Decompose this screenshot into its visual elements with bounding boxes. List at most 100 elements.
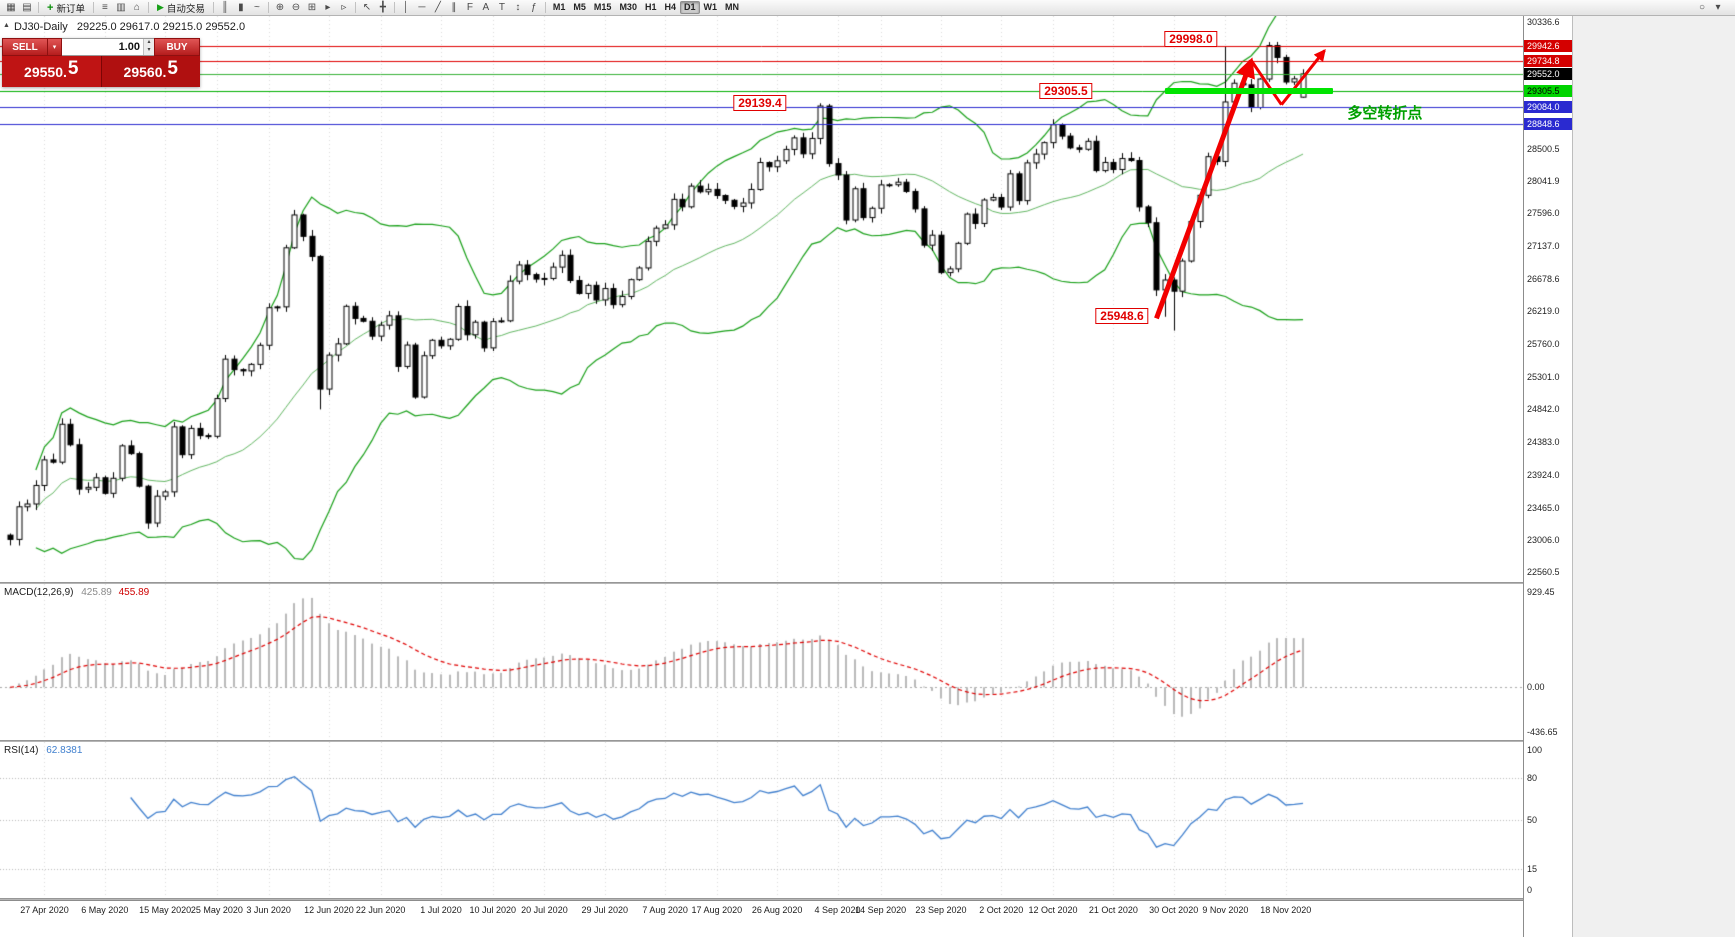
panel-splitter[interactable] (0, 740, 1523, 742)
price-axis-tick: 25301.0 (1527, 371, 1560, 382)
zoom-out-icon[interactable]: ⊖ (291, 2, 301, 13)
auto-trading-button[interactable]: ▶ 自动交易 (152, 1, 210, 15)
timeframe-group: M1 M5 M15 M30 H1 H4 D1 W1 MN (549, 0, 743, 15)
price-axis-tick: 24842.0 (1527, 404, 1560, 415)
arrows-tool-icon[interactable]: ↕ (515, 2, 521, 13)
sell-button[interactable]: SELL (2, 38, 48, 56)
macd-signal-value: 455.89 (118, 587, 150, 598)
new-order-icon: + (47, 1, 54, 14)
chart-plot-area: 29998.0 29305.5 29139.4 25948.6 多空转折点 ▲ DJ30… (0, 16, 1523, 937)
rsi-panel-canvas[interactable] (0, 742, 1523, 898)
time-axis-label: 12 Oct 2020 (1028, 905, 1078, 915)
timeframe-mn[interactable]: MN (721, 1, 743, 14)
candlestick-chart-icon[interactable]: ▮ (238, 2, 244, 13)
auto-trading-icon: ▶ (156, 2, 164, 12)
cursor-icon[interactable]: ↖ (362, 2, 372, 13)
panel-splitter[interactable] (0, 582, 1523, 584)
vertical-line-icon[interactable]: │ (402, 2, 410, 13)
price-axis-tick: 26219.0 (1527, 306, 1560, 317)
sell-price-pip: 5 (67, 57, 79, 79)
trendline-icon[interactable]: ╱ (434, 2, 441, 13)
auto-scroll-icon[interactable]: ▸ (325, 2, 331, 13)
volume-down-button[interactable]: ▾ (144, 47, 154, 55)
time-axis-label: 17 Aug 2020 (691, 905, 743, 915)
time-axis-label: 22 Jun 2020 (355, 905, 406, 915)
time-axis-label: 14 Sep 2020 (855, 905, 907, 915)
channel-icon[interactable]: ∥ (451, 2, 457, 13)
text-icon[interactable]: A (482, 2, 490, 13)
timeframe-m15[interactable]: M15 (590, 1, 616, 14)
buy-price-pip: 5 (167, 57, 178, 79)
zoom-in-icon[interactable]: ⊕ (275, 2, 285, 13)
time-axis-label: 26 Aug 2020 (751, 905, 803, 915)
one-click-trading-panel: SELL ▾ 1.00 ▴ ▾ BUY 29550. 5 29560. 5 (2, 38, 200, 87)
time-axis-label: 4 Sep 2020 (814, 905, 861, 915)
price-axis-tick: 23465.0 (1527, 502, 1560, 513)
main-chart-canvas[interactable] (0, 16, 1523, 582)
sell-price-display[interactable]: 29550. 5 (2, 56, 102, 87)
price-axis[interactable]: 30336.6 28500.5 28041.9 27596.0 27137.0 26678… (1523, 16, 1572, 937)
line-chart-icon[interactable]: ~ (253, 2, 260, 13)
navigator-icon[interactable]: ⌂ (133, 2, 140, 13)
panel-splitter[interactable] (0, 898, 1523, 900)
timeframe-w1[interactable]: W1 (700, 1, 722, 14)
collapse-panel-icon[interactable]: ▲ (3, 22, 10, 29)
profiles-icon[interactable]: ▤ (22, 2, 32, 13)
time-axis-label: 27 Apr 2020 (20, 905, 69, 915)
time-axis-label: 9 Nov 2020 (1202, 905, 1249, 915)
macd-axis-label: -436.65 (1527, 727, 1558, 737)
toolbar-separator (147, 2, 149, 13)
price-axis-tick: 26678.6 (1527, 273, 1560, 284)
fibonacci-icon[interactable]: F (466, 2, 473, 13)
time-axis-label: 18 Nov 2020 (1260, 905, 1312, 915)
bottom-strip (0, 922, 1523, 937)
time-axis-label: 29 Jul 2020 (581, 905, 629, 915)
timeframe-h1[interactable]: H1 (641, 1, 661, 14)
chart-window-icon[interactable]: ▦ (6, 2, 16, 13)
chart-ohlc-header: ▲ DJ30-Daily 29225.0 29617.0 29215.0 295… (0, 21, 245, 33)
text-label-icon[interactable]: T (498, 2, 505, 13)
buy-price-display[interactable]: 29560. 5 (101, 56, 200, 87)
new-order-button[interactable]: + 新订单 (42, 1, 90, 15)
chart-type-group: ║ ▮ ~ (217, 0, 265, 15)
cursor-group: ↖ ╋ (359, 0, 391, 15)
chart-shift-icon[interactable]: ▹ (341, 2, 347, 13)
time-axis-label: 6 May 2020 (81, 905, 129, 915)
zoom-group: ⊕ ⊖ ⊞ ▸ ▹ (272, 0, 352, 15)
timeframe-m5[interactable]: M5 (569, 1, 590, 14)
volume-input[interactable]: 1.00 ▴ ▾ (62, 38, 154, 56)
volume-up-button[interactable]: ▴ (144, 39, 154, 47)
timeframe-m30[interactable]: M30 (615, 1, 641, 14)
crosshair-icon[interactable]: ╋ (379, 2, 386, 13)
rsi-indicator-header: RSI(14) 62.8381 (4, 745, 82, 756)
rsi-axis-label: 100 (1527, 745, 1543, 755)
macd-panel-canvas[interactable] (0, 584, 1523, 740)
horizontal-line-icon[interactable]: ─ (418, 2, 426, 13)
toolbar-separator (393, 2, 395, 13)
timeframe-h4[interactable]: H4 (660, 1, 680, 14)
empty-right-panel (1572, 16, 1735, 937)
order-type-dropdown[interactable]: ▾ (48, 38, 62, 56)
time-axis[interactable]: 27 Apr 2020 6 May 2020 15 May 2020 25 May 2… (0, 900, 1523, 922)
rsi-axis-label: 80 (1527, 773, 1538, 783)
indicators-icon[interactable]: ƒ (531, 2, 537, 13)
price-level-tag: 29084.0 (1524, 101, 1572, 114)
search-icon[interactable]: ○ (1698, 2, 1706, 13)
timeframe-m1[interactable]: M1 (549, 1, 570, 14)
macd-main-value: 425.89 (81, 587, 112, 598)
panels-icons-group: ≡ ▥ ⌂ (97, 0, 145, 15)
toolbar-separator (267, 2, 269, 13)
time-axis-label: 7 Aug 2020 (642, 905, 688, 915)
data-window-icon[interactable]: ▥ (116, 2, 126, 13)
volume-value[interactable]: 1.00 (118, 41, 140, 53)
window-icons-group: ▦ ▤ (3, 0, 35, 15)
macd-axis-label: 929.45 (1527, 587, 1555, 597)
quick-menu-icon[interactable]: ▾ (1715, 2, 1721, 13)
bar-chart-icon[interactable]: ║ (221, 2, 229, 13)
market-watch-icon[interactable]: ≡ (102, 2, 108, 13)
price-axis-tick: 25760.0 (1527, 339, 1560, 350)
timeframe-d1[interactable]: D1 (679, 1, 700, 14)
chart-symbol-label: DJ30-Daily (14, 21, 68, 33)
buy-button[interactable]: BUY (154, 38, 200, 56)
tile-windows-icon[interactable]: ⊞ (307, 2, 317, 13)
